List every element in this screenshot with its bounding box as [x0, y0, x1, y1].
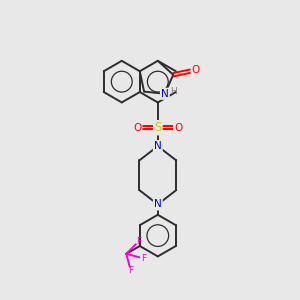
Text: O: O — [192, 65, 200, 75]
Text: O: O — [133, 123, 141, 133]
Text: F: F — [128, 266, 134, 275]
Text: F: F — [141, 254, 146, 263]
Text: O: O — [174, 123, 182, 133]
Text: N: N — [161, 89, 169, 99]
Text: F: F — [136, 237, 141, 246]
Text: N: N — [154, 141, 162, 151]
Text: S: S — [154, 121, 161, 134]
Text: H: H — [170, 87, 176, 96]
Text: N: N — [154, 200, 162, 209]
